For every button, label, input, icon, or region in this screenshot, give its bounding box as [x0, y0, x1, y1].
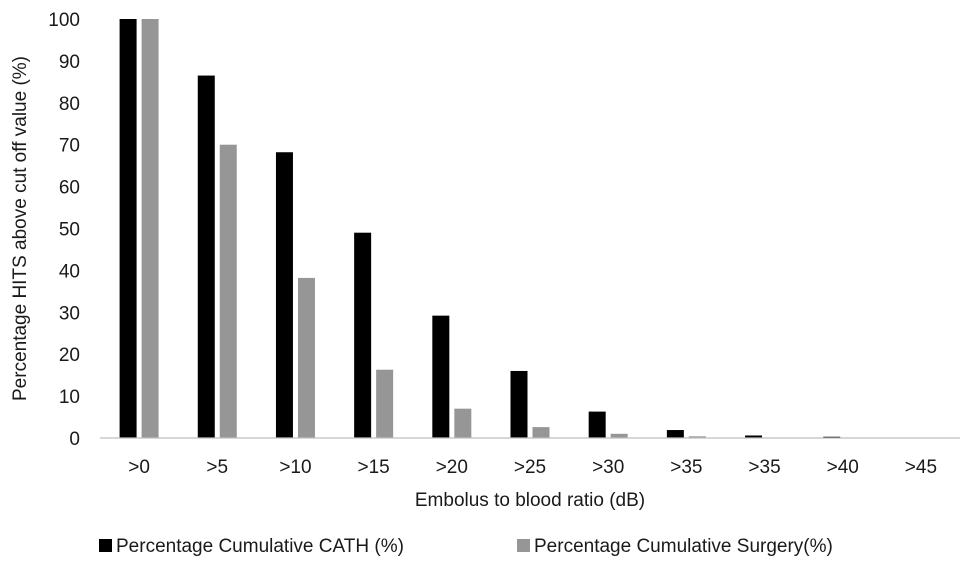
bar-cath — [588, 411, 606, 438]
legend-label: Percentage Cumulative CATH (%) — [116, 536, 404, 557]
y-tick-label: 100 — [48, 10, 80, 31]
bar-surgery — [454, 408, 472, 438]
bar-surgery — [141, 19, 159, 438]
bar-cath — [510, 370, 528, 438]
y-tick-label: 90 — [59, 52, 80, 73]
y-tick-label: 0 — [69, 429, 80, 450]
x-tick-label: >45 — [905, 457, 937, 478]
bar-cath — [666, 430, 684, 438]
x-tick-label: >35 — [748, 457, 780, 478]
legend: Percentage Cumulative CATH (%) Percentage… — [99, 536, 833, 557]
x-tick-label: >10 — [279, 457, 311, 478]
bar-surgery — [297, 277, 315, 438]
y-tick-label: 40 — [59, 261, 80, 282]
bar-cath — [432, 315, 450, 438]
y-tick-label: 50 — [59, 220, 80, 241]
x-axis-ticks: >0 >5 >10 >15 >20 >25 >30 >35 >35 >40 >45 — [128, 457, 937, 478]
bar-cath — [119, 19, 137, 438]
y-tick-label: 60 — [59, 178, 80, 199]
x-tick-label: >20 — [436, 457, 468, 478]
bar-cath — [275, 152, 293, 439]
x-tick-label: >15 — [358, 457, 390, 478]
x-tick-label: >40 — [827, 457, 859, 478]
bar-surgery — [688, 436, 706, 438]
y-tick-label: 70 — [59, 136, 80, 157]
y-tick-label: 30 — [59, 303, 80, 324]
y-axis-ticks: 0 10 20 30 40 50 60 70 80 90 100 — [48, 10, 80, 450]
x-tick-label: >5 — [206, 457, 228, 478]
x-tick-label: >0 — [128, 457, 150, 478]
bar-surgery — [532, 427, 550, 438]
y-tick-label: 20 — [59, 345, 80, 366]
bars — [119, 19, 841, 439]
legend-swatch — [517, 539, 530, 552]
bar-surgery — [219, 144, 237, 438]
x-tick-label: >35 — [670, 457, 702, 478]
legend-label: Percentage Cumulative Surgery(%) — [534, 536, 833, 557]
x-axis-title: Embolus to blood ratio (dB) — [415, 490, 645, 511]
bar-surgery — [610, 433, 628, 438]
x-tick-label: >30 — [592, 457, 624, 478]
bar-cath — [745, 435, 763, 438]
y-tick-label: 80 — [59, 94, 80, 115]
legend-swatch — [99, 539, 112, 552]
bar-cath — [197, 75, 215, 438]
bar-cath — [354, 232, 372, 438]
x-tick-label: >25 — [514, 457, 546, 478]
bar-surgery — [376, 369, 394, 438]
y-axis-title: Percentage HITS above cut off value (%) — [10, 56, 31, 401]
y-tick-label: 10 — [59, 387, 80, 408]
